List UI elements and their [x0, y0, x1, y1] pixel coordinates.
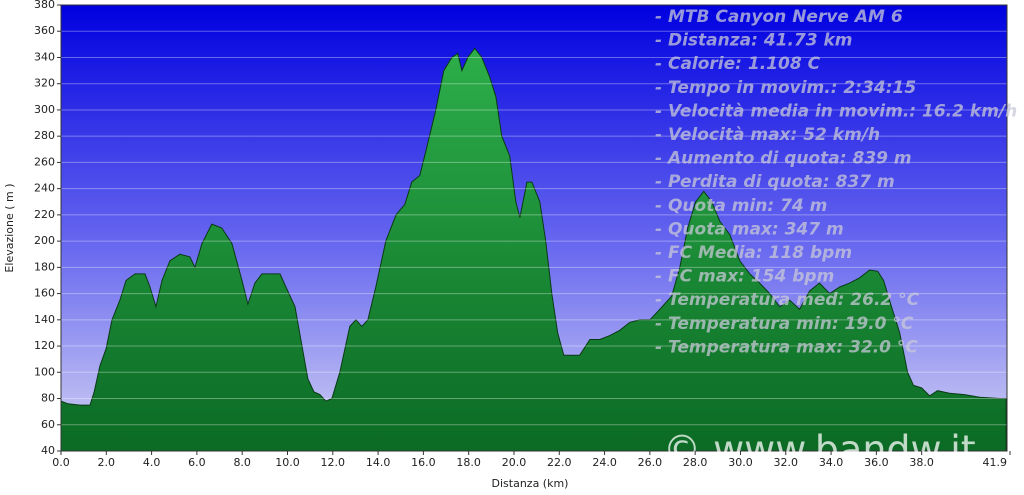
y-axis-label: Elevazione ( m ): [3, 183, 16, 272]
stat-note: - Calorie: 1.108 C: [655, 54, 821, 74]
y-tick-label: 220: [34, 208, 55, 221]
stat-note: - Distanza: 41.73 km: [655, 31, 853, 51]
x-tick-label: 41.9: [983, 456, 1008, 469]
y-tick-label: 360: [34, 24, 55, 37]
x-tick-label: 38.0: [909, 456, 934, 469]
x-axis-label: Distanza (km): [492, 477, 569, 490]
y-tick-label: 260: [34, 155, 55, 168]
elevation-area: [61, 47, 1007, 451]
stat-note: - Aumento di quota: 839 m: [655, 149, 912, 169]
y-tick-label: 300: [34, 103, 55, 116]
stat-note: - Temperatura min: 19.0 °C: [655, 314, 914, 334]
y-tick-label: 320: [34, 77, 55, 90]
y-tick-label: 340: [34, 50, 55, 63]
y-tick-label: 380: [34, 0, 55, 11]
x-tick-label: 34.0: [819, 456, 844, 469]
x-tick-label: 36.0: [864, 456, 889, 469]
plot-frame: [60, 4, 1008, 452]
x-tick-label: 10.0: [275, 456, 300, 469]
y-tick-label: 180: [34, 260, 55, 273]
y-tick-label: 240: [34, 182, 55, 195]
y-tick-label: 280: [34, 129, 55, 142]
x-tick-label: 4.0: [143, 456, 161, 469]
stat-note: - Velocità media in movim.: 16.2 km/h: [655, 101, 1017, 121]
y-tick-label: 200: [34, 234, 55, 247]
x-tick-label: 8.0: [233, 456, 251, 469]
x-tick-label: 26.0: [638, 456, 663, 469]
y-tick-label: 80: [41, 392, 55, 405]
x-tick-label: 20.0: [502, 456, 527, 469]
stat-note: - FC max: 154 bpm: [655, 267, 834, 287]
stat-note: - Temperatura med: 26.2 °C: [655, 290, 920, 310]
plot-area: [61, 5, 1007, 451]
stat-note: - Temperatura max: 32.0 °C: [655, 337, 918, 357]
x-tick-label: 6.0: [188, 456, 206, 469]
x-tick-label: 0.0: [52, 456, 70, 469]
y-tick-label: 140: [34, 313, 55, 326]
x-tick-label: 24.0: [592, 456, 617, 469]
stat-note: - MTB Canyon Nerve AM 6: [655, 7, 903, 27]
y-tick-label: 40: [41, 444, 55, 457]
stat-note: - Tempo in movim.: 2:34:15: [655, 78, 916, 98]
stat-note: - Quota max: 347 m: [655, 219, 844, 239]
x-tick-label: 32.0: [774, 456, 799, 469]
x-tick-label: 28.0: [683, 456, 708, 469]
x-tick-label: 16.0: [411, 456, 436, 469]
y-tick-label: 100: [34, 365, 55, 378]
x-tick-label: 22.0: [547, 456, 572, 469]
x-tick-label: 18.0: [456, 456, 481, 469]
stat-note: - Quota min: 74 m: [655, 196, 827, 216]
y-tick-label: 160: [34, 287, 55, 300]
x-tick-label: 12.0: [321, 456, 346, 469]
x-tick-label: 14.0: [366, 456, 391, 469]
y-tick-label: 60: [41, 418, 55, 431]
watermark: © www.bandw.it: [663, 428, 976, 472]
x-tick-label: 2.0: [98, 456, 116, 469]
stat-note: - Perdita di quota: 837 m: [655, 172, 895, 192]
y-tick-label: 120: [34, 339, 55, 352]
stat-note: - Velocità max: 52 km/h: [655, 125, 880, 145]
x-tick-label: 30.0: [728, 456, 753, 469]
stat-note: - FC Media: 118 bpm: [655, 243, 852, 263]
